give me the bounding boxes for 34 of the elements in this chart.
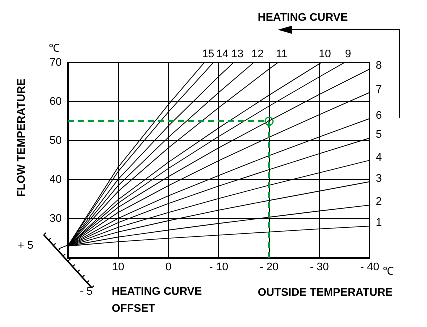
series-label: 15 [202,48,215,61]
series-label: 4 [376,152,382,164]
series-label: 10 [319,48,332,61]
y-axis-title: FLOW TEMPERATURE [16,78,28,198]
x-tick-label: - 30 [310,262,330,274]
x-tick-label: 0 [166,262,172,274]
y-tick-label: 40 [50,174,62,186]
x-tick-label: - 10 [210,262,228,274]
x-tick-label: - 20 [260,262,279,274]
text: HEATING CURVE [258,12,348,24]
series-label: 11 [276,48,288,61]
series-label: 9 [345,48,352,61]
series-label: 6 [376,110,382,123]
text: ℃ [383,265,394,278]
series-label: 2 [376,196,382,210]
series-label: 13 [231,48,244,61]
text: ℃ [49,42,60,55]
x-tick-label: - 40 [360,262,380,274]
y-tick-label: 60 [50,96,62,108]
text: + 5 [18,240,34,252]
series-label: 7 [376,84,382,97]
x-axis-title: OUTSIDE TEMPERATURE [258,287,393,299]
y-tick-label: 70 [50,57,62,70]
series-label: 5 [376,129,382,142]
series-label: 12 [252,48,264,61]
series-label: 1 [376,217,382,230]
series-label: 3 [376,172,382,186]
series-label: 8 [376,60,382,74]
y-tick-label: 50 [50,135,62,148]
series-label: 14 [216,48,229,61]
text: - 5 [80,286,93,298]
text: HEATING CURVE OFFSET [112,285,204,317]
x-tick-label: 10 [112,262,124,274]
y-tick-label: 30 [50,213,62,226]
